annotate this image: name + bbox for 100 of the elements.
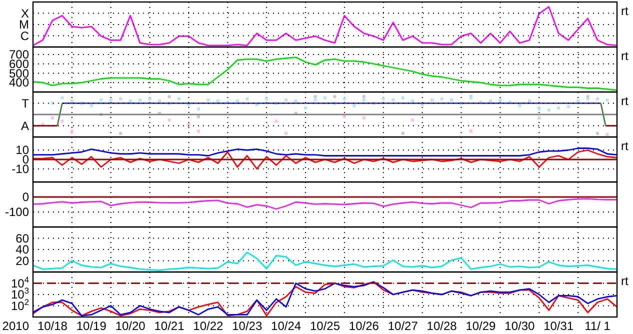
point — [158, 100, 162, 103]
point — [196, 130, 200, 133]
point — [138, 98, 142, 102]
point — [284, 98, 288, 102]
point — [246, 97, 249, 100]
x-tick-label: 10/25 — [310, 319, 340, 333]
x-tick-label: 10/31 — [544, 319, 574, 333]
point — [547, 108, 550, 112]
text: T — [22, 96, 30, 110]
point — [440, 97, 444, 100]
point — [401, 132, 404, 135]
point — [119, 132, 122, 135]
x-tick-label: 10/30 — [504, 319, 536, 333]
x-tick-label: 10/28 — [426, 319, 458, 333]
point — [450, 98, 454, 102]
point — [109, 98, 112, 102]
text: M — [19, 18, 29, 32]
point — [352, 104, 356, 108]
point — [528, 100, 531, 103]
text: X — [20, 6, 29, 20]
line-series — [33, 148, 617, 156]
point — [362, 116, 366, 120]
point — [342, 97, 346, 100]
y-tick-label: 40 — [16, 242, 30, 256]
point — [119, 97, 122, 100]
point — [100, 98, 103, 102]
x-axis-title: 2010 — [2, 319, 30, 333]
x-tick-label: 10/19 — [76, 319, 107, 333]
point — [314, 95, 317, 98]
point — [187, 123, 190, 126]
point — [60, 96, 64, 100]
point — [362, 95, 366, 98]
x-tick-label: 10/23 — [232, 319, 262, 333]
point — [538, 107, 541, 110]
point — [606, 98, 609, 102]
point — [304, 106, 308, 110]
point — [60, 120, 64, 123]
text: C — [20, 28, 30, 43]
point — [606, 133, 609, 136]
point — [430, 98, 434, 102]
point — [274, 120, 278, 123]
text: rt — [621, 4, 629, 18]
point — [518, 104, 522, 108]
point — [470, 130, 472, 133]
point — [50, 116, 54, 120]
point — [576, 100, 580, 103]
point — [314, 98, 317, 102]
text: A — [20, 118, 29, 133]
point — [236, 100, 239, 103]
point — [538, 116, 541, 120]
point — [566, 105, 570, 108]
point — [392, 98, 395, 102]
point — [596, 97, 600, 100]
point — [411, 118, 414, 122]
text: rt — [621, 139, 629, 153]
x-tick-label: 10/18 — [37, 319, 68, 333]
point — [596, 132, 600, 135]
point — [128, 100, 132, 103]
text: rt — [621, 274, 629, 288]
point — [382, 97, 385, 100]
point — [265, 97, 268, 100]
y-tick-label: -100 — [4, 205, 30, 219]
text: rt — [621, 94, 629, 108]
x-tick-label: 10/22 — [193, 319, 224, 333]
point — [168, 118, 171, 122]
line-series — [33, 281, 617, 316]
point — [362, 98, 366, 102]
text: rt — [621, 49, 629, 63]
y-tick-label: 0 — [22, 190, 30, 204]
x-tick-label: 10/20 — [115, 319, 146, 333]
point — [196, 107, 200, 110]
y-tick-label: 20 — [16, 254, 30, 268]
x-tick-label: 11/ 1 — [584, 319, 611, 333]
point — [168, 95, 171, 98]
point — [488, 100, 492, 103]
point — [333, 95, 336, 98]
point — [206, 98, 210, 102]
point — [401, 96, 404, 100]
point — [70, 130, 74, 133]
point — [294, 100, 298, 103]
point — [498, 98, 502, 102]
point — [557, 106, 560, 110]
point — [70, 100, 74, 103]
x-tick-label: 10/26 — [348, 319, 380, 333]
x-tick-label: 10/21 — [154, 319, 185, 333]
point — [90, 104, 93, 108]
point — [178, 97, 180, 100]
x-tick-label: 10/29 — [466, 319, 496, 333]
line-series — [33, 198, 617, 210]
line-series — [33, 56, 617, 91]
point — [411, 100, 414, 103]
y-tick-label: 60 — [16, 231, 30, 246]
line-series — [33, 149, 617, 170]
point — [324, 96, 326, 100]
x-tick-label: 10/27 — [388, 319, 418, 333]
point — [148, 97, 152, 100]
point — [216, 100, 220, 103]
x-tick-label: 10/24 — [271, 319, 302, 333]
point — [284, 132, 288, 135]
line-series — [33, 252, 617, 272]
